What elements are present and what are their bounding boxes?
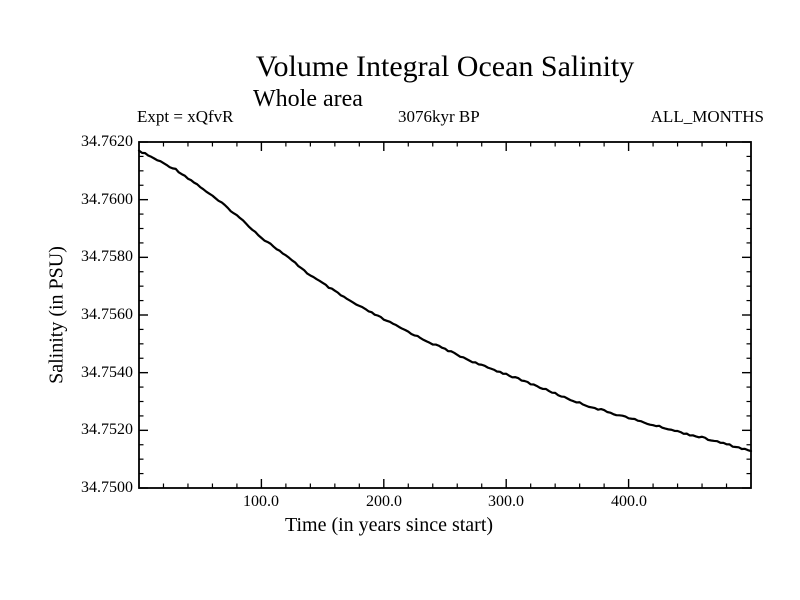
y-tick-label: 34.7600	[81, 191, 133, 208]
x-tick-label: 300.0	[488, 493, 524, 510]
y-tick-label: 34.7560	[81, 306, 133, 323]
chart-subtitle: Whole area	[253, 86, 363, 112]
x-tick-label: 400.0	[611, 493, 647, 510]
x-tick-label: 100.0	[243, 493, 279, 510]
date-label: 3076kyr BP	[398, 107, 480, 126]
x-axis-title: Time (in years since start)	[284, 514, 494, 536]
plot-frame	[138, 141, 752, 489]
y-tick-label: 34.7580	[81, 248, 133, 265]
y-tick-label: 34.7520	[81, 421, 133, 438]
experiment-label: Expt = xQfvR	[137, 107, 234, 126]
salinity-line	[137, 149, 753, 453]
y-tick-label: 34.7500	[81, 479, 133, 496]
chart-title: Volume Integral Ocean Salinity	[255, 50, 635, 83]
months-label: ALL_MONTHS	[650, 107, 764, 126]
y-tick-label: 34.7540	[81, 364, 133, 381]
x-tick-label: 200.0	[366, 493, 402, 510]
y-tick-label: 34.7620	[81, 133, 133, 150]
